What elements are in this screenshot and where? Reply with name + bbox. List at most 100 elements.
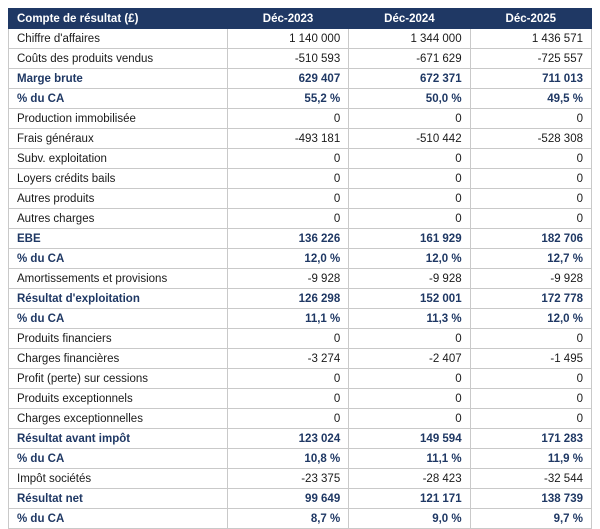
cell-value: -28 423 <box>348 468 471 489</box>
row-label: Coûts des produits vendus <box>8 48 228 69</box>
table-row: Coûts des produits vendus -510 593 -671 62… <box>8 48 593 69</box>
table-row: Amortissements et provisions -9 928 -9 928… <box>8 268 593 289</box>
table-row: Production immobilisée 0 0 0 <box>8 108 593 129</box>
cell-value: 0 <box>226 188 350 209</box>
table-row: Produits exceptionnels 0 0 0 <box>8 388 593 409</box>
table-row: Résultat d'exploitation 126 298 152 001 172… <box>8 288 593 309</box>
cell-value: -725 557 <box>469 48 593 69</box>
cell-value: 11,1 % <box>226 308 350 329</box>
cell-value: 629 407 <box>226 68 350 89</box>
table-row: % du CA 55,2 % 50,0 % 49,5 % <box>8 88 593 109</box>
table-row: % du CA 8,7 % 9,0 % 9,7 % <box>8 508 593 529</box>
cell-value: 0 <box>348 108 471 129</box>
cell-value: -3 274 <box>226 348 350 369</box>
table-row: Autres produits 0 0 0 <box>8 188 593 209</box>
row-label: Impôt sociétés <box>8 468 228 489</box>
row-label: Autres charges <box>8 208 228 229</box>
cell-value: 0 <box>469 168 593 189</box>
cell-value: 1 344 000 <box>348 28 471 49</box>
cell-value: 11,3 % <box>348 308 471 329</box>
table-row: Frais généraux -493 181 -510 442 -528 308 <box>8 128 593 149</box>
cell-value: 0 <box>348 148 471 169</box>
cell-value: 0 <box>348 168 471 189</box>
cell-value: 123 024 <box>226 428 350 449</box>
cell-value: -32 544 <box>469 468 593 489</box>
row-label: Production immobilisée <box>8 108 228 129</box>
cell-value: 12,0 % <box>348 248 471 269</box>
cell-value: 126 298 <box>226 288 350 309</box>
cell-value: 0 <box>226 408 350 429</box>
table-header-row: Compte de résultat (£) Déc-2023 Déc-2024… <box>8 8 593 29</box>
cell-value: 0 <box>226 328 350 349</box>
cell-value: 12,0 % <box>226 248 350 269</box>
table-row: Loyers crédits bails 0 0 0 <box>8 168 593 189</box>
cell-value: -23 375 <box>226 468 350 489</box>
row-label: % du CA <box>8 248 228 269</box>
table-row: % du CA 12,0 % 12,0 % 12,7 % <box>8 248 593 269</box>
table-row: Charges exceptionnelles 0 0 0 <box>8 408 593 429</box>
table-row: Charges financières -3 274 -2 407 -1 495 <box>8 348 593 369</box>
table-row: Marge brute 629 407 672 371 711 013 <box>8 68 593 89</box>
row-label: Amortissements et provisions <box>8 268 228 289</box>
row-label: Charges exceptionnelles <box>8 408 228 429</box>
cell-value: 0 <box>226 168 350 189</box>
table-row: Résultat net 99 649 121 171 138 739 <box>8 488 593 509</box>
cell-value: 0 <box>469 188 593 209</box>
table-row: EBE 136 226 161 929 182 706 <box>8 228 593 249</box>
table-row: Chiffre d'affaires 1 140 000 1 344 000 1 43… <box>8 28 593 49</box>
cell-value: 0 <box>469 108 593 129</box>
cell-value: 121 171 <box>348 488 471 509</box>
cell-value: 55,2 % <box>226 88 350 109</box>
cell-value: 0 <box>469 368 593 389</box>
row-label: Produits financiers <box>8 328 228 349</box>
cell-value: 136 226 <box>226 228 350 249</box>
cell-value: 11,1 % <box>348 448 471 469</box>
cell-value: 182 706 <box>469 228 593 249</box>
column-header-dec-2025: Déc-2025 <box>469 8 593 29</box>
cell-value: 0 <box>226 148 350 169</box>
table-row: Résultat avant impôt 123 024 149 594 171 28… <box>8 428 593 449</box>
cell-value: 49,5 % <box>469 88 593 109</box>
row-label: Chiffre d'affaires <box>8 28 228 49</box>
row-label: % du CA <box>8 448 228 469</box>
row-label: Résultat net <box>8 488 228 509</box>
cell-value: 8,7 % <box>226 508 350 529</box>
table-row: % du CA 11,1 % 11,3 % 12,0 % <box>8 308 593 329</box>
cell-value: -493 181 <box>226 128 350 149</box>
row-label: Autres produits <box>8 188 228 209</box>
table-row: Subv. exploitation 0 0 0 <box>8 148 593 169</box>
cell-value: 9,7 % <box>469 508 593 529</box>
row-label: Résultat d'exploitation <box>8 288 228 309</box>
cell-value: 11,9 % <box>469 448 593 469</box>
cell-value: 0 <box>469 388 593 409</box>
cell-value: -9 928 <box>226 268 350 289</box>
cell-value: 672 371 <box>348 68 471 89</box>
cell-value: 0 <box>226 388 350 409</box>
cell-value: -528 308 <box>469 128 593 149</box>
cell-value: 171 283 <box>469 428 593 449</box>
cell-value: 0 <box>469 408 593 429</box>
cell-value: 0 <box>226 208 350 229</box>
cell-value: 99 649 <box>226 488 350 509</box>
income-statement-page: Compte de résultat (£) Déc-2023 Déc-2024… <box>8 8 593 529</box>
cell-value: -1 495 <box>469 348 593 369</box>
cell-value: 0 <box>348 388 471 409</box>
row-label: Profit (perte) sur cessions <box>8 368 228 389</box>
cell-value: 172 778 <box>469 288 593 309</box>
cell-value: 161 929 <box>348 228 471 249</box>
cell-value: -510 442 <box>348 128 471 149</box>
cell-value: 0 <box>469 208 593 229</box>
cell-value: -510 593 <box>226 48 350 69</box>
row-label: % du CA <box>8 88 228 109</box>
cell-value: 152 001 <box>348 288 471 309</box>
row-label: EBE <box>8 228 228 249</box>
table-row: Profit (perte) sur cessions 0 0 0 <box>8 368 593 389</box>
table-row: % du CA 10,8 % 11,1 % 11,9 % <box>8 448 593 469</box>
row-label: Marge brute <box>8 68 228 89</box>
cell-value: -9 928 <box>469 268 593 289</box>
column-header-dec-2023: Déc-2023 <box>226 8 350 29</box>
cell-value: 10,8 % <box>226 448 350 469</box>
table-title: Compte de résultat (£) <box>8 8 228 29</box>
cell-value: 0 <box>348 208 471 229</box>
column-header-dec-2024: Déc-2024 <box>348 8 471 29</box>
